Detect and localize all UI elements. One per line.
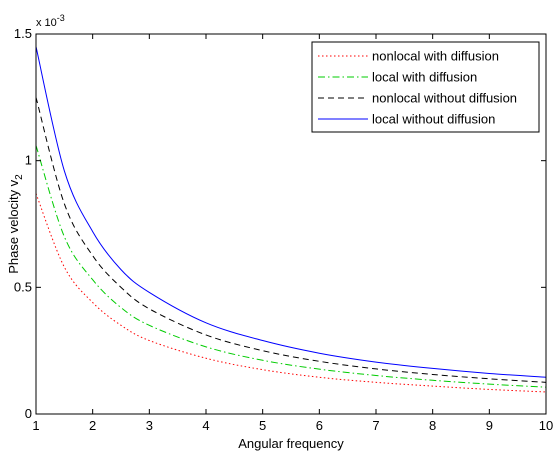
legend-box [311, 41, 540, 133]
legend-label-4: local without diffusion [372, 112, 495, 127]
y-tick-label: 1.5 [14, 26, 32, 41]
y-tick-label: 0 [25, 406, 32, 421]
series-line-1 [35, 193, 547, 393]
y-tick-label: 1 [25, 153, 32, 168]
legend-label-3: nonlocal without diffusion [372, 91, 517, 106]
legend-label-2: local with diffusion [372, 70, 477, 85]
y-tick-label: 0.5 [14, 279, 32, 294]
x-tick-label: 9 [486, 418, 493, 433]
x-tick-label: 5 [259, 418, 266, 433]
x-tick-label: 3 [146, 418, 153, 433]
legend-items: nonlocal with diffusion local with diffus… [318, 49, 517, 127]
y-multiplier-exponent: -3 [57, 13, 65, 23]
series-line-3 [35, 97, 547, 383]
axes-box [35, 33, 547, 415]
y-axis-label-subscript: 2 [14, 174, 25, 180]
x-tick-label: 7 [372, 418, 379, 433]
y-multiplier-base: x 10 [36, 17, 57, 29]
x-tick-label: 10 [539, 418, 553, 433]
legend-label-1: nonlocal with diffusion [372, 49, 499, 64]
series-line-2 [35, 145, 547, 388]
x-tick-label: 1 [32, 418, 39, 433]
x-tick-label: 6 [316, 418, 323, 433]
x-tick-label: 2 [89, 418, 96, 433]
y-axis-label-main: Phase velocity v [6, 179, 21, 273]
y-axis-label: Phase velocity v2 [6, 174, 25, 274]
x-tick-label: 8 [429, 418, 436, 433]
x-tick-label: 4 [202, 418, 209, 433]
series-layer [35, 46, 547, 393]
y-multiplier: x 10-3 [36, 13, 65, 29]
x-axis-label: Angular frequency [238, 436, 344, 451]
legend: nonlocal with diffusion local with diffus… [311, 41, 540, 133]
series-line-4 [35, 46, 547, 378]
